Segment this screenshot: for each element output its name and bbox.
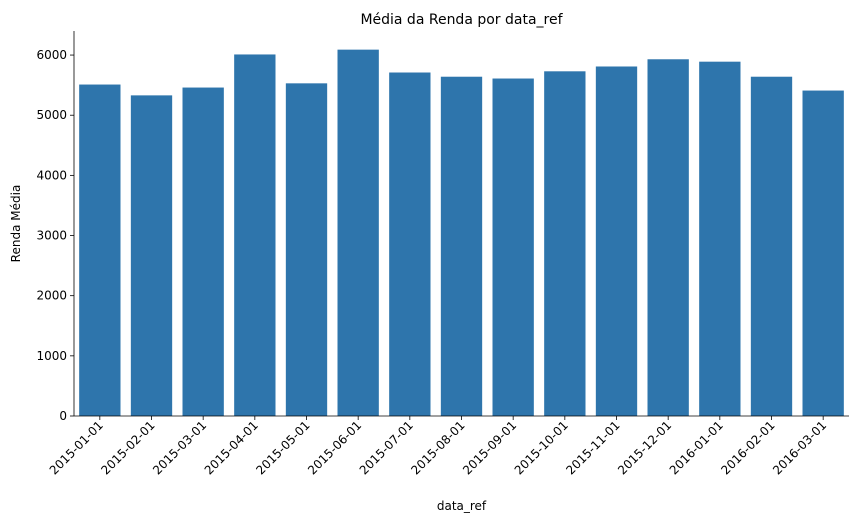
x-tick-label: 2015-02-01 xyxy=(98,418,157,477)
bar-2015-04-01 xyxy=(234,54,276,416)
x-tick-label: 2016-01-01 xyxy=(667,418,726,477)
x-tick-label: 2015-01-01 xyxy=(47,418,106,477)
x-tick-label: 2015-10-01 xyxy=(512,418,571,477)
x-tick-label: 2015-11-01 xyxy=(563,418,622,477)
bar-2016-02-01 xyxy=(750,76,793,416)
bar-2015-05-01 xyxy=(285,83,328,416)
x-tick-label: 2015-12-01 xyxy=(615,418,674,477)
y-tick-label: 3000 xyxy=(36,229,67,243)
x-tick-label: 2015-05-01 xyxy=(253,418,312,477)
y-axis-label: Renda Média xyxy=(9,185,23,263)
x-tick-label: 2015-06-01 xyxy=(305,418,364,477)
bar-2015-11-01 xyxy=(595,66,638,416)
bar-2015-02-01 xyxy=(130,95,173,416)
x-axis-label: data_ref xyxy=(437,499,487,513)
bar-2015-09-01 xyxy=(492,78,534,416)
bar-2015-10-01 xyxy=(544,71,586,416)
bar-2015-07-01 xyxy=(389,72,431,416)
bar-2016-03-01 xyxy=(802,90,844,416)
bar-2016-01-01 xyxy=(699,61,741,416)
x-tick-label: 2016-02-01 xyxy=(718,418,777,477)
bar-2015-03-01 xyxy=(182,87,224,416)
y-tick-label: 1000 xyxy=(36,349,67,363)
x-tick-label: 2015-09-01 xyxy=(460,418,519,477)
bar-2015-08-01 xyxy=(440,76,483,416)
x-tick-label: 2015-03-01 xyxy=(150,418,209,477)
y-tick-label: 2000 xyxy=(36,289,67,303)
y-tick-label: 5000 xyxy=(36,108,67,122)
x-tick-label: 2015-08-01 xyxy=(408,418,467,477)
y-tick-label: 0 xyxy=(59,409,67,423)
x-tick-label: 2015-04-01 xyxy=(202,418,261,477)
x-tick-label: 2016-03-01 xyxy=(770,418,829,477)
bar-2015-12-01 xyxy=(647,59,689,416)
bars-group xyxy=(79,49,844,416)
bar-2015-01-01 xyxy=(79,84,121,416)
bar-2015-06-01 xyxy=(337,49,379,416)
x-tick-label: 2015-07-01 xyxy=(357,418,416,477)
x-axis-ticks: 2015-01-012015-02-012015-03-012015-04-01… xyxy=(47,416,829,477)
chart-title: Média da Renda por data_ref xyxy=(360,12,563,28)
y-axis-ticks: 0 1000 2000 3000 4000 5000 6000 xyxy=(36,48,74,423)
y-tick-label: 4000 xyxy=(36,168,67,182)
y-tick-label: 6000 xyxy=(36,48,67,62)
